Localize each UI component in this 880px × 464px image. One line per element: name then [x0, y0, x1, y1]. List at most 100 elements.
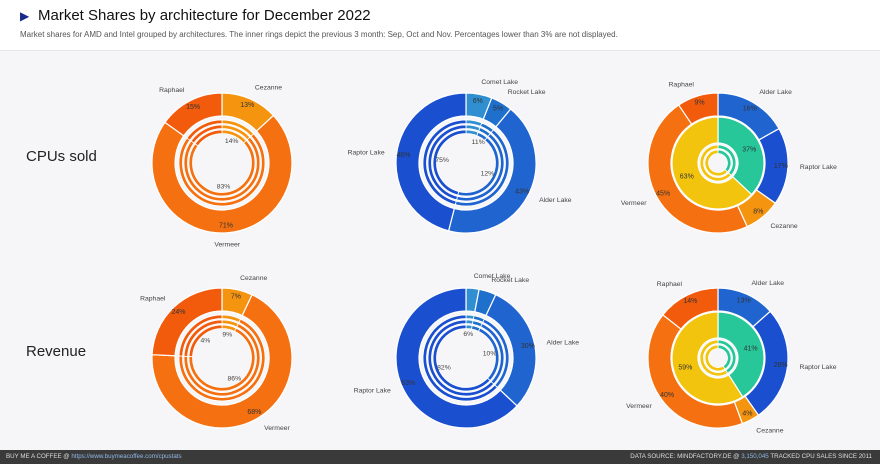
data-label-alder-lake: 13%: [737, 297, 751, 304]
donut-amd-vs-intel-revenue: 13% Alder Lake 26% Raptor Lake 4% Cezanne 40% V…: [626, 280, 837, 434]
inner-ring-3-raphael: [188, 324, 223, 358]
source-label: DATA SOURCE: MINDFACTORY.DE @: [630, 453, 740, 460]
inner-label-vermeer: 83%: [217, 184, 231, 191]
row-label-cpus-sold: CPUs sold: [26, 148, 97, 165]
inner-slice-amd: [671, 311, 744, 405]
inner-label-cezanne: 14%: [225, 138, 239, 145]
category-label-vermeer: Vermeer: [264, 425, 290, 432]
slice-raptor-lake: [395, 287, 518, 429]
inner-ring-1-amd: [699, 339, 729, 377]
data-label-raptor-lake: 17%: [774, 163, 788, 170]
inner-ring-3-raptor-lake: [432, 129, 467, 196]
category-label-raphael: Raphael: [669, 81, 695, 88]
inner-label-amd: 59%: [678, 364, 692, 371]
inner-label-alder-lake: 10%: [483, 350, 497, 357]
inner-ring-1-raphael: [186, 119, 223, 141]
inner-label-raptor-lake: 75%: [435, 157, 449, 164]
inner-label-rocket-lake: 11%: [472, 139, 485, 146]
category-label-cezanne: Cezanne: [255, 85, 282, 92]
slice-vermeer: [151, 114, 293, 234]
footer-right: DATA SOURCE: MINDFACTORY.DE @ 3,150,045 …: [630, 450, 872, 464]
data-label-cezanne: 4%: [742, 411, 752, 418]
inner-ring-2-amd: [704, 149, 729, 177]
page-subtitle: Market shares for AMD and Intel grouped …: [20, 30, 618, 39]
category-label-raphael: Raphael: [159, 87, 185, 94]
donut-amd-vs-intel-cpus-sold: 16% Alder Lake 17% Raptor Lake 8% Cezanne 45% V…: [621, 81, 837, 234]
coffee-link[interactable]: https://www.buymeacoffee.com/cpustats: [71, 453, 182, 460]
category-label-raptor-lake: Raptor Lake: [800, 164, 837, 171]
tracked-label: TRACKED CPU SALES SINCE 2011: [770, 453, 872, 460]
category-label-cezanne: Cezanne: [240, 275, 267, 282]
tracked-count: 3,150,045: [741, 453, 769, 460]
donut-intel-cpus-sold: 6% Comet Lake 5% Rocket Lake 11% 43% Alder Lak…: [348, 79, 572, 234]
inner-ring-1-comet-lake: [465, 314, 475, 320]
inner-ring-3-raptor-lake: [432, 324, 491, 392]
data-label-raptor-lake: 26%: [774, 362, 788, 369]
inner-label-alder-lake: 12%: [481, 171, 495, 178]
inner-ring-3-raphael: [194, 129, 223, 147]
inner-label-amd: 63%: [680, 173, 694, 180]
inner-ring-2-amd: [704, 344, 726, 372]
data-label-cezanne: 8%: [753, 208, 763, 215]
header: ▶ Market Shares by architecture for Dece…: [0, 0, 880, 51]
inner-ring-1-raptor-lake: [422, 314, 498, 402]
inner-label-cezanne: 9%: [222, 331, 232, 338]
inner-ring-2-raptor-lake: [427, 124, 467, 201]
category-label-alder-lake: Alder Lake: [539, 197, 572, 204]
donut-intel-revenue: Comet Lake 6% Rocket Lake 30% Alder Lake 10% 6…: [354, 273, 580, 429]
slice-raphael: [662, 287, 719, 330]
page-title: Market Shares by architecture for Decemb…: [38, 7, 371, 24]
inner-label-vermeer: 86%: [228, 375, 242, 382]
inner-slice-amd: [671, 116, 753, 210]
inner-ring-2-raphael: [190, 124, 223, 144]
category-label-alder-lake: Alder Lake: [759, 89, 792, 96]
category-label-alder-lake: Alder Lake: [752, 280, 785, 287]
data-label-raptor-lake: 46%: [396, 152, 410, 159]
category-label-vermeer: Vermeer: [626, 403, 652, 410]
charts-canvas: 13%Cezanne14%71%Vermeer83%15%Raphael6%Co…: [140, 79, 837, 434]
data-label-alder-lake: 16%: [743, 105, 757, 112]
data-label-raphael: 9%: [694, 100, 704, 107]
inner-label-raphael: 4%: [201, 337, 211, 344]
slice-raphael: [151, 287, 223, 357]
data-label-alder-lake: 30%: [521, 343, 535, 350]
data-label-vermeer: 71%: [219, 223, 233, 230]
category-label-cezanne: Cezanne: [756, 427, 783, 434]
category-label-raptor-lake: Raptor Lake: [354, 387, 391, 394]
inner-ring-3-comet-lake: [465, 129, 479, 137]
category-label-vermeer: Vermeer: [214, 242, 240, 249]
data-label-raptor-lake: 63%: [401, 380, 415, 387]
category-label-raptor-lake: Raptor Lake: [348, 150, 385, 157]
category-label-raphael: Raphael: [657, 281, 683, 288]
inner-label-comet-lake: 6%: [463, 331, 473, 338]
donut-amd-revenue: 7% Cezanne 9% 68% Vermeer 86% 24% Raphael 4%: [140, 275, 293, 432]
inner-slice-intel: [717, 116, 765, 196]
inner-label-raptor-lake: 82%: [437, 364, 451, 371]
data-label-alder-lake: 43%: [515, 188, 529, 195]
inner-ring-1-amd: [699, 144, 732, 182]
category-label-raphael: Raphael: [140, 295, 166, 302]
data-label-vermeer: 40%: [660, 392, 674, 399]
slice-vermeer: [647, 314, 744, 429]
category-label-vermeer: Vermeer: [621, 200, 647, 207]
category-label-raptor-lake: Raptor Lake: [799, 364, 836, 371]
data-label-rocket-lake: 5%: [493, 106, 503, 113]
category-label-alder-lake: Alder Lake: [547, 339, 580, 346]
footer: BUY ME A COFFEE @ https://www.buymeacoff…: [0, 450, 880, 464]
row-label-revenue: Revenue: [26, 343, 87, 360]
slice-alder-lake: [447, 108, 537, 234]
coffee-label: BUY ME A COFFEE @: [6, 453, 70, 460]
donut-amd-cpus-sold: 13% Cezanne 14% 71% Vermeer 83% 15% Raphael: [151, 85, 293, 249]
category-label-rocket-lake: Rocket Lake: [508, 89, 546, 96]
data-label-vermeer: 45%: [656, 191, 670, 198]
slice-vermeer: [151, 293, 293, 429]
category-label-rocket-lake: Rocket Lake: [491, 277, 529, 284]
inner-ring-1-raptor-lake: [422, 119, 467, 206]
footer-left: BUY ME A COFFEE @ https://www.buymeacoff…: [6, 450, 182, 464]
data-label-raphael: 24%: [172, 309, 186, 316]
inner-ring-2-raptor-lake: [427, 319, 495, 397]
inner-ring-1-raphael: [178, 314, 223, 357]
data-label-cezanne: 13%: [240, 102, 254, 109]
data-label-comet-lake: 6%: [473, 98, 483, 105]
category-label-cezanne: Cezanne: [770, 223, 797, 230]
